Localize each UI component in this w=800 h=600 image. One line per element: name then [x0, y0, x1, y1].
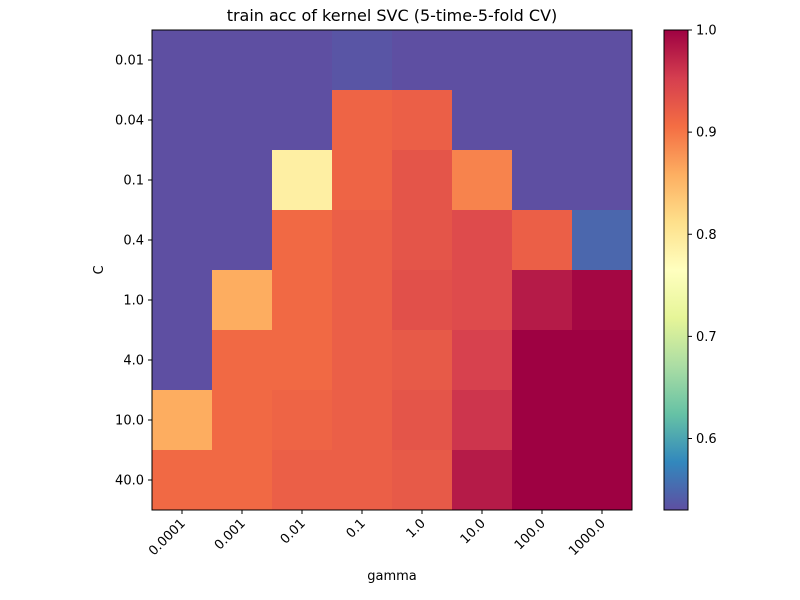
- heatmap-cell: [332, 390, 393, 451]
- colorbar-frame: [663, 29, 689, 511]
- y-tick-label: 4.0: [123, 354, 144, 369]
- heatmap-cell: [212, 150, 273, 211]
- x-tick-label: 10.0: [458, 516, 489, 547]
- heatmap-cell: [332, 90, 393, 151]
- colorbar-tick-label: 1.0: [696, 24, 717, 39]
- x-tick-label: 1000.0: [566, 516, 609, 559]
- heatmap-cell: [512, 90, 573, 151]
- y-tick-label: 40.0: [115, 474, 144, 489]
- heatmap-cell: [512, 270, 573, 331]
- heatmap-cell: [392, 90, 453, 151]
- heatmap-cell: [572, 210, 633, 271]
- heatmap-cell: [572, 30, 633, 91]
- heatmap-cell: [572, 390, 633, 451]
- heatmap-cell: [152, 30, 213, 91]
- heatmap-cell: [212, 330, 273, 391]
- heatmap-cell: [452, 270, 513, 331]
- heatmap-cell: [392, 210, 453, 271]
- colorbar-tick-label: 0.8: [696, 228, 717, 243]
- heatmap-cell: [212, 30, 273, 91]
- x-axis-label: gamma: [367, 569, 417, 584]
- y-tick-label: 0.01: [115, 54, 144, 69]
- heatmap-cell: [212, 390, 273, 451]
- heatmap-cell: [512, 150, 573, 211]
- heatmap-cell: [452, 330, 513, 391]
- heatmap-cell: [572, 330, 633, 391]
- y-tick-label: 10.0: [115, 414, 144, 429]
- heatmap-cell: [452, 30, 513, 91]
- heatmap-cell: [152, 150, 213, 211]
- heatmap-cell: [332, 210, 393, 271]
- heatmap-cell: [452, 210, 513, 271]
- y-tick-label: 0.4: [123, 234, 144, 249]
- heatmap-cell: [392, 390, 453, 451]
- y-axis: 0.01 0.04 0.1 0.4 1.0 4.0 10.0 40.0: [115, 54, 152, 489]
- heatmap-cell: [392, 30, 453, 91]
- heatmap-cell: [152, 390, 213, 451]
- heatmap-cell: [452, 390, 513, 451]
- heatmap-cell: [452, 150, 513, 211]
- heatmap-cell: [152, 90, 213, 151]
- heatmap-cell: [152, 210, 213, 271]
- heatmap-cell: [332, 330, 393, 391]
- x-axis: 0.0001 0.001 0.01 0.1 1.0 10.0 100.0 1000.0: [146, 510, 609, 559]
- heatmap-cell: [392, 330, 453, 391]
- heatmap-cell: [212, 450, 273, 511]
- heatmap-cell: [272, 30, 333, 91]
- heatmap-cell: [512, 450, 573, 511]
- heatmap-cell: [152, 450, 213, 511]
- x-tick-label: 0.01: [278, 516, 309, 547]
- heatmap-cell: [152, 330, 213, 391]
- heatmap-cell: [272, 150, 333, 211]
- heatmap-cell: [272, 210, 333, 271]
- heatmap-cell: [212, 210, 273, 271]
- heatmap-cell: [332, 450, 393, 511]
- heatmap-cell: [272, 330, 333, 391]
- y-axis-label: C: [92, 265, 107, 274]
- heatmap-cells: [152, 30, 633, 511]
- heatmap-cell: [452, 450, 513, 511]
- heatmap-cell: [392, 270, 453, 331]
- heatmap-cell: [332, 270, 393, 331]
- heatmap-cell: [212, 270, 273, 331]
- heatmap-cell: [272, 270, 333, 331]
- heatmap-cell: [152, 270, 213, 331]
- heatmap-cell: [572, 150, 633, 211]
- heatmap-cell: [452, 90, 513, 151]
- x-tick-label: 0.0001: [146, 516, 189, 559]
- colorbar-ticks: 0.6 0.7 0.8 0.9 1.0: [688, 24, 717, 447]
- colorbar-tick-label: 0.7: [696, 330, 717, 345]
- heatmap-cell: [512, 330, 573, 391]
- y-tick-label: 0.04: [115, 114, 144, 129]
- x-tick-label: 0.1: [344, 516, 369, 541]
- heatmap-cell: [512, 30, 573, 91]
- heatmap-cell: [512, 210, 573, 271]
- heatmap-cell: [212, 90, 273, 151]
- x-tick-label: 100.0: [512, 516, 549, 553]
- heatmap-cell: [272, 90, 333, 151]
- heatmap-cell: [572, 270, 633, 331]
- heatmap-cell: [272, 390, 333, 451]
- heatmap-cell: [332, 30, 393, 91]
- heatmap-cell: [572, 450, 633, 511]
- heatmap-cell: [572, 90, 633, 151]
- heatmap-cell: [332, 150, 393, 211]
- y-tick-label: 1.0: [123, 294, 144, 309]
- colorbar-tick-label: 0.6: [696, 432, 717, 447]
- plot-frame: [151, 29, 633, 511]
- heatmap-cell: [272, 450, 333, 511]
- chart-title: train acc of kernel SVC (5-time-5-fold C…: [227, 6, 558, 25]
- colorbar-tick-label: 0.9: [696, 126, 717, 141]
- y-tick-label: 0.1: [123, 174, 144, 189]
- heatmap-cell: [392, 150, 453, 211]
- heatmap-cell: [392, 450, 453, 511]
- x-tick-label: 1.0: [404, 516, 429, 541]
- x-tick-label: 0.001: [212, 516, 249, 553]
- heatmap-cell: [512, 390, 573, 451]
- colorbar: [664, 30, 688, 510]
